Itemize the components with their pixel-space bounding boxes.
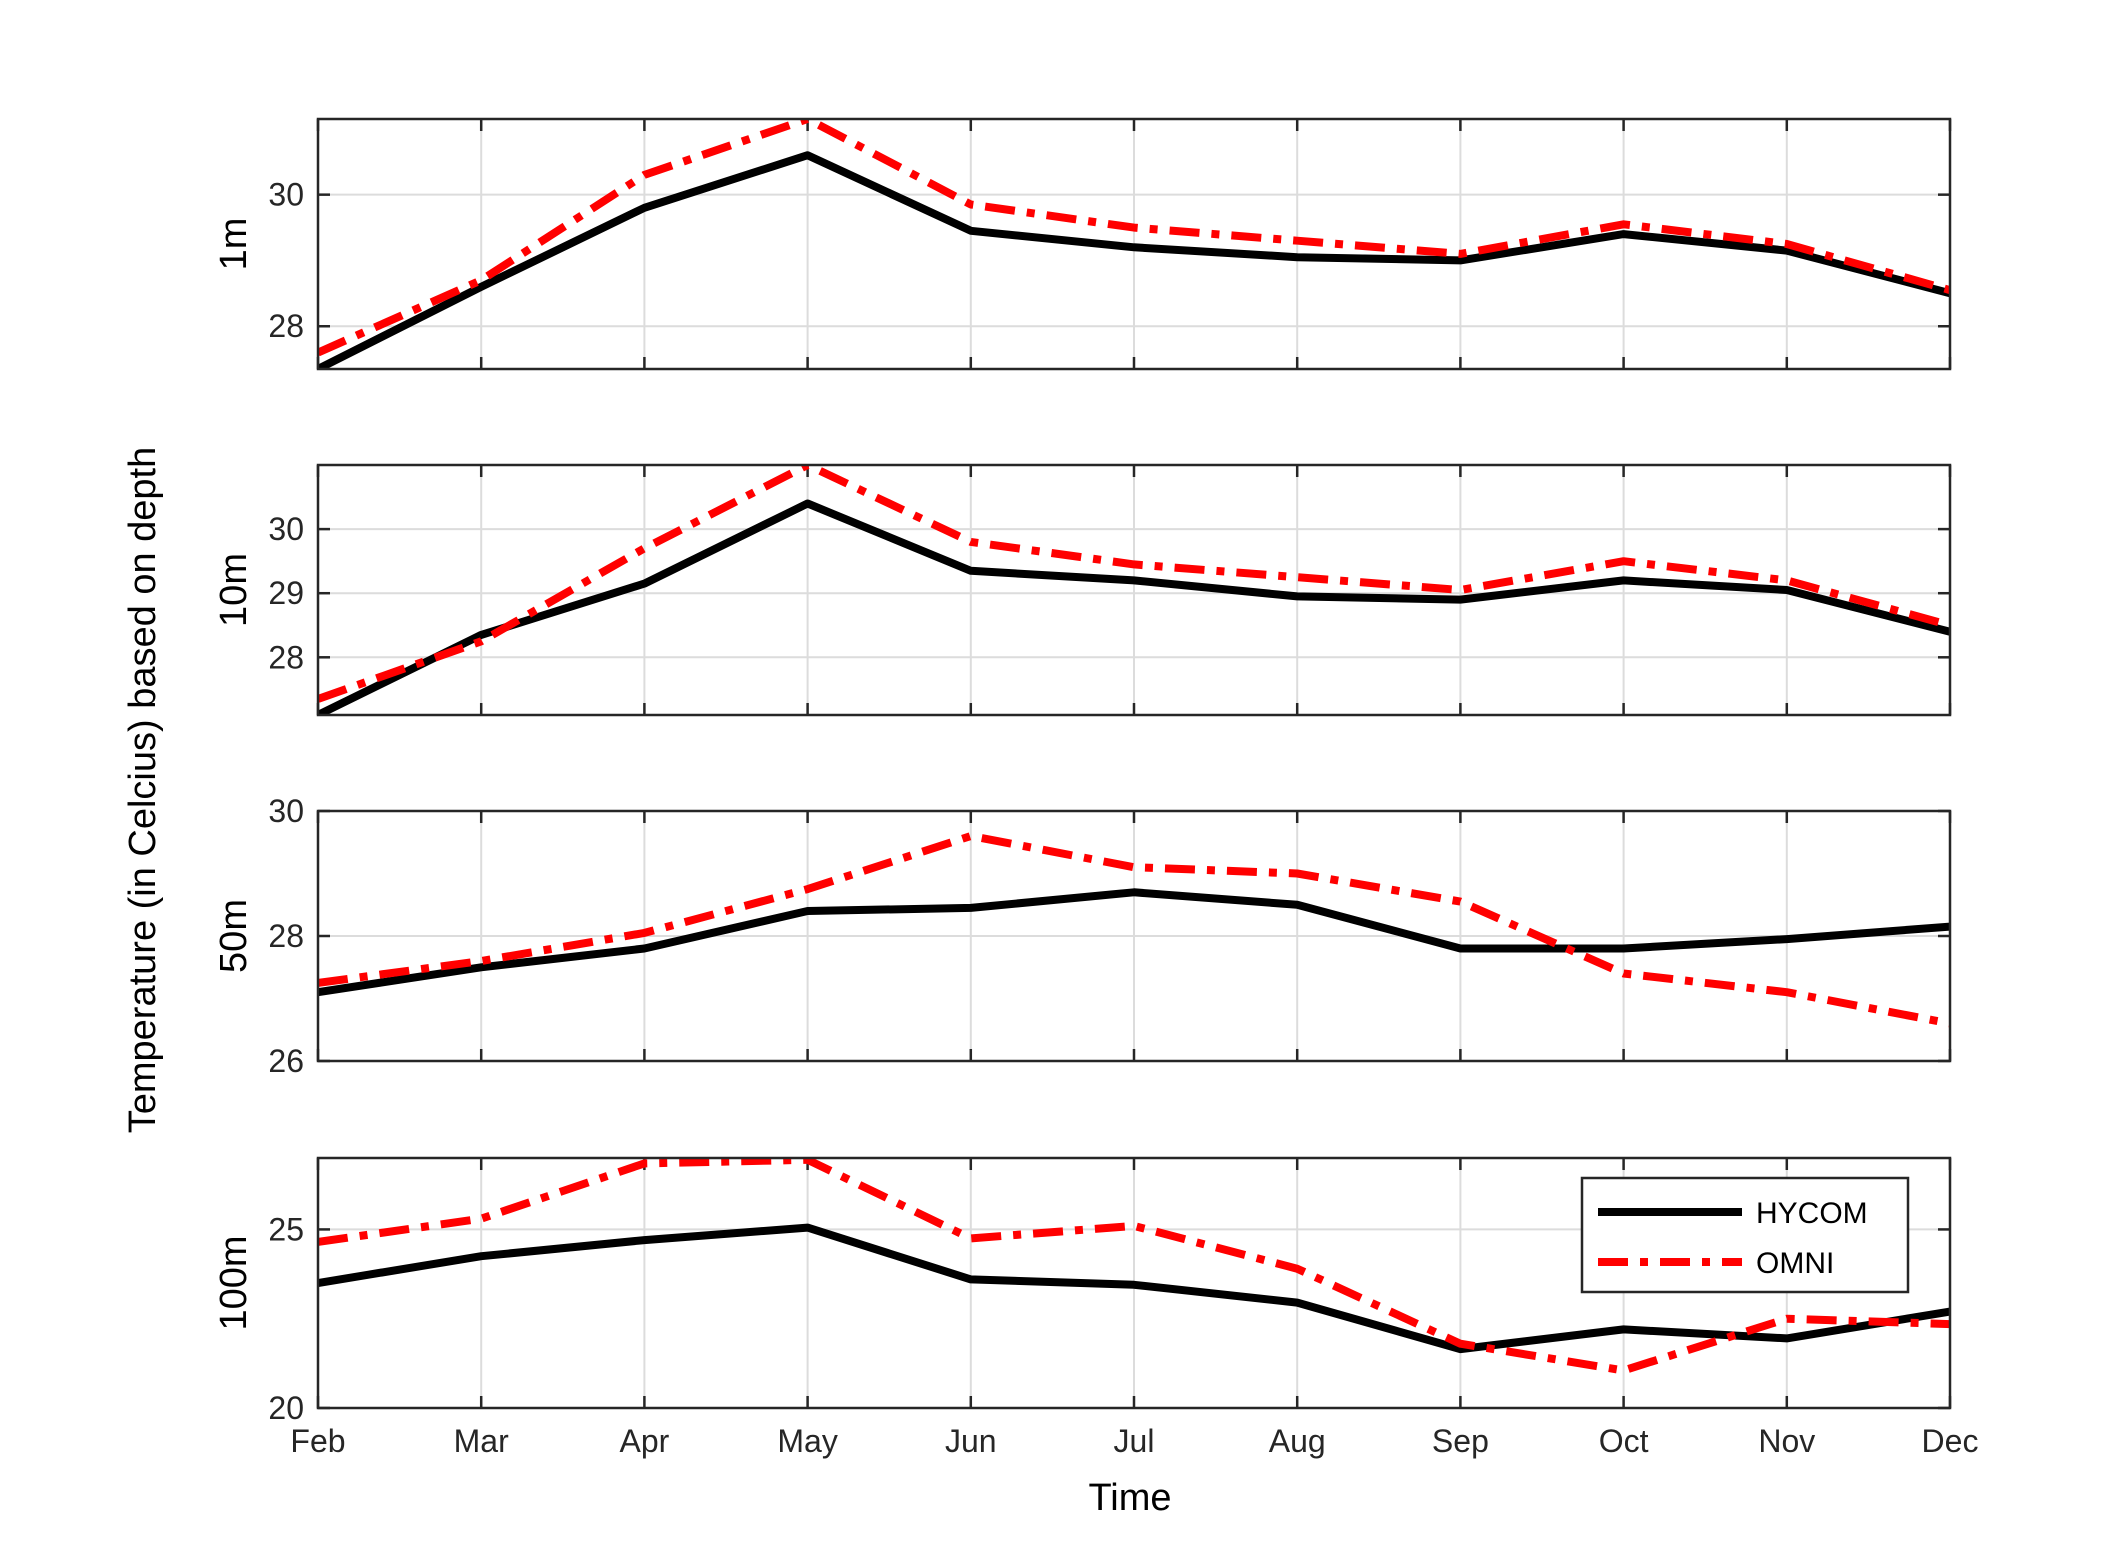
panel-10m: 28 29 30 10m — [213, 463, 1952, 717]
legend: HYCOM OMNI — [1580, 1176, 1910, 1294]
x-tick-label: Mar — [454, 1423, 509, 1459]
panel-y-label: 10m — [213, 553, 255, 627]
y-tick-label: 30 — [268, 793, 304, 829]
panels: 28 30 1m 28 29 30 10m 26 28 30 50m 20 25 100m Feb Mar Ap… — [213, 117, 1979, 1459]
x-tick-label: Jun — [945, 1423, 997, 1459]
series-line-omni — [318, 832, 1950, 1028]
legend-label-hycom: HYCOM — [1756, 1197, 1868, 1230]
x-tick-label: Dec — [1922, 1423, 1979, 1459]
axes-box — [316, 117, 1952, 371]
series-line-hycom — [318, 1223, 1950, 1354]
y-tick-label: 28 — [268, 918, 304, 954]
panel-y-label: 1m — [213, 218, 255, 271]
x-tick-label: Apr — [620, 1423, 670, 1459]
series-line-hycom — [318, 499, 1950, 715]
panel-y-label: 50m — [213, 899, 255, 973]
legend-label-omni: OMNI — [1756, 1247, 1834, 1280]
series-line-omni — [318, 119, 1950, 357]
axes-box — [316, 1156, 1952, 1410]
y-tick-label: 28 — [268, 639, 304, 675]
x-tick-label: Nov — [1758, 1423, 1815, 1459]
panel-100m: 20 25 100m Feb Mar Apr May Jun Jul Aug Sep Oct Nov De… — [213, 1156, 1979, 1459]
y-tick-label: 28 — [268, 308, 304, 344]
figure-y-axis-label: Temperature (in Celcius) based on depth — [122, 447, 164, 1134]
x-tick-label: Aug — [1269, 1423, 1326, 1459]
x-tick-label: Feb — [290, 1423, 345, 1459]
panel-y-label: 100m — [213, 1235, 255, 1330]
y-tick-label: 29 — [268, 575, 304, 611]
series-line-hycom — [318, 151, 1950, 369]
y-tick-label: 25 — [268, 1211, 304, 1247]
panel-1m: 28 30 1m — [213, 117, 1952, 371]
x-tick-label: Sep — [1432, 1423, 1489, 1459]
figure-x-axis-label: Time — [1088, 1477, 1171, 1519]
x-tick-label: Jul — [1114, 1423, 1155, 1459]
series-line-hycom — [318, 888, 1950, 997]
axes-box — [316, 809, 1952, 1063]
series-line-omni — [318, 465, 1950, 703]
legend-box — [1580, 1176, 1910, 1294]
axes-box — [316, 463, 1952, 717]
y-tick-label: 30 — [268, 511, 304, 547]
y-tick-label: 30 — [268, 177, 304, 213]
panel-50m: 26 28 30 50m — [213, 793, 1952, 1079]
y-tick-label: 20 — [268, 1390, 304, 1426]
x-tick-label: May — [777, 1423, 837, 1459]
x-tick-label: Oct — [1599, 1423, 1649, 1459]
y-tick-label: 26 — [268, 1043, 304, 1079]
